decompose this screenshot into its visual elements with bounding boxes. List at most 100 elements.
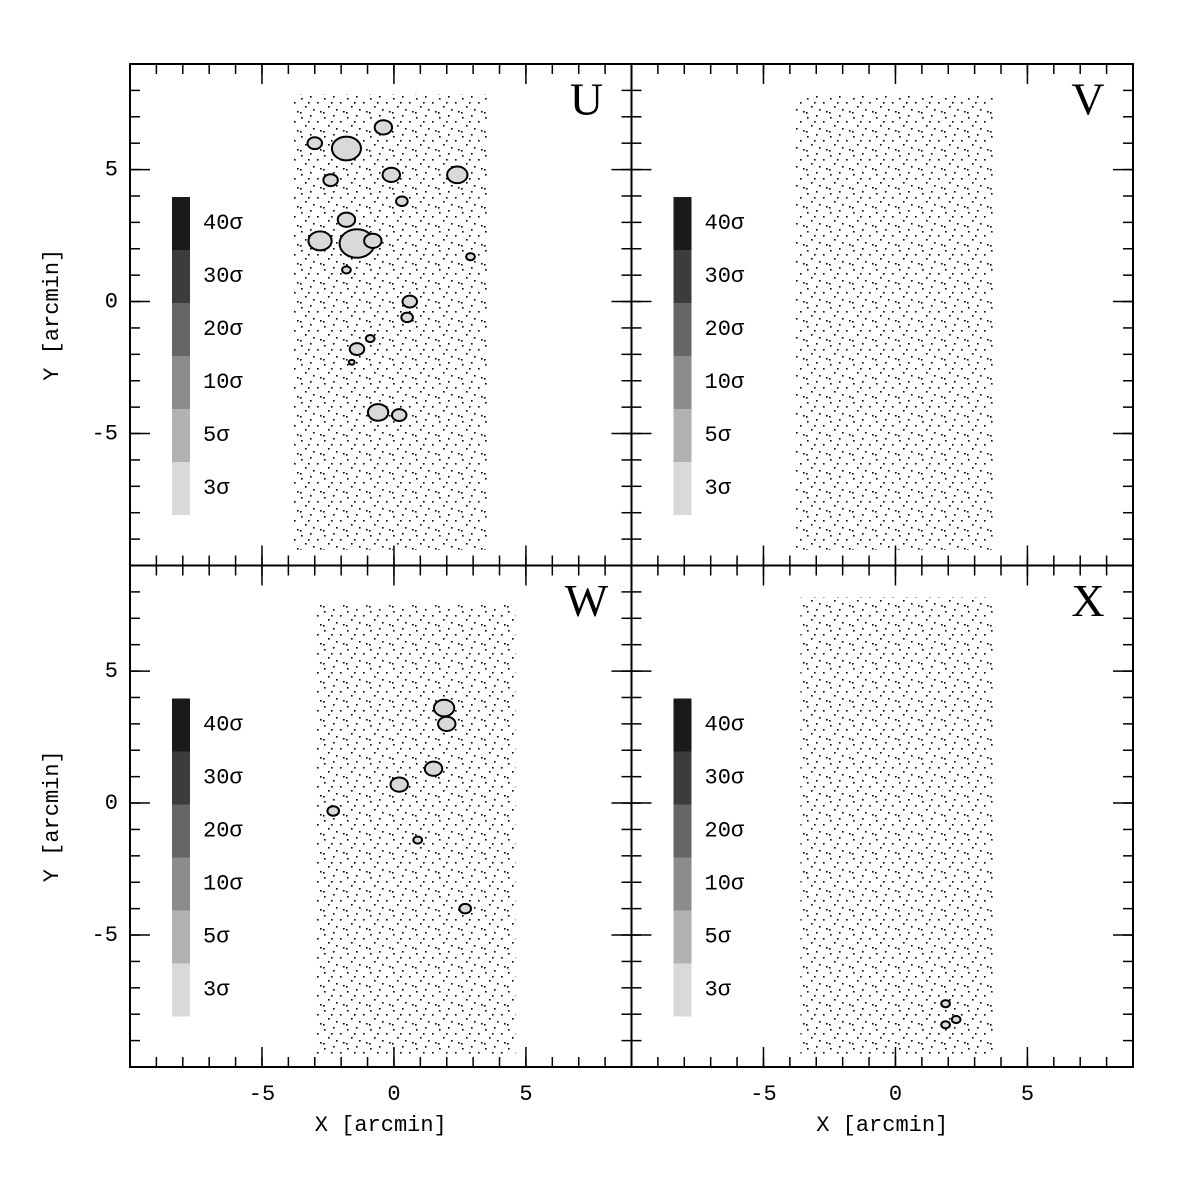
level-label: 30σ bbox=[705, 264, 745, 289]
contour bbox=[363, 232, 383, 249]
level-swatch bbox=[172, 356, 190, 409]
contour bbox=[465, 252, 476, 262]
level-label: 10σ bbox=[705, 871, 745, 896]
level-swatch bbox=[172, 857, 190, 911]
level-swatch bbox=[172, 197, 190, 250]
level-label: 10σ bbox=[203, 370, 243, 395]
contour bbox=[322, 173, 339, 188]
level-label: 40σ bbox=[203, 211, 243, 236]
contour bbox=[437, 715, 457, 732]
panel-letter: W bbox=[565, 575, 609, 626]
x-axis-label: X [arcmin] bbox=[315, 1113, 447, 1138]
point-field bbox=[314, 605, 516, 1054]
level-swatch bbox=[673, 303, 692, 356]
level-swatch bbox=[172, 910, 190, 964]
contour bbox=[341, 265, 352, 275]
y-axis-label: Y [arcmin] bbox=[40, 249, 65, 381]
level-swatch bbox=[673, 409, 692, 462]
level-swatch bbox=[673, 250, 692, 303]
level-swatch bbox=[172, 462, 190, 515]
panel-letter: X bbox=[1071, 575, 1104, 626]
contour bbox=[395, 195, 409, 208]
level-label: 3σ bbox=[705, 977, 732, 1002]
panel-letter: U bbox=[570, 74, 603, 125]
level-label: 40σ bbox=[705, 211, 745, 236]
level-label: 10σ bbox=[705, 370, 745, 395]
y-tick-label: 5 bbox=[105, 659, 118, 684]
x-tick-label: 0 bbox=[387, 1082, 400, 1107]
contour bbox=[390, 408, 408, 422]
level-label: 40σ bbox=[705, 712, 745, 737]
level-swatch bbox=[673, 197, 692, 250]
contour bbox=[432, 698, 456, 718]
level-swatch bbox=[673, 857, 692, 911]
level-label: 5σ bbox=[203, 423, 230, 448]
level-label: 40σ bbox=[203, 712, 243, 737]
y-tick-label: 0 bbox=[105, 791, 118, 816]
level-label: 3σ bbox=[203, 977, 230, 1002]
y-tick-label: -5 bbox=[92, 923, 118, 948]
contour bbox=[412, 835, 424, 845]
contour bbox=[348, 342, 366, 357]
level-label: 5σ bbox=[705, 924, 732, 949]
level-swatch bbox=[673, 963, 692, 1017]
contour bbox=[423, 760, 444, 777]
level-swatch bbox=[673, 356, 692, 409]
level-swatch bbox=[673, 751, 692, 805]
level-swatch bbox=[673, 804, 692, 858]
level-label: 20σ bbox=[705, 317, 745, 342]
contour bbox=[364, 333, 376, 344]
contour bbox=[336, 211, 357, 228]
level-swatch bbox=[673, 698, 692, 752]
level-swatch bbox=[172, 804, 190, 858]
contour bbox=[940, 999, 951, 1009]
y-tick-label: 0 bbox=[105, 289, 118, 314]
contour bbox=[306, 136, 324, 151]
level-label: 30σ bbox=[203, 264, 243, 289]
y-tick-label: 5 bbox=[105, 157, 118, 182]
level-swatch bbox=[172, 250, 190, 303]
level-label: 5σ bbox=[203, 924, 230, 949]
level-label: 30σ bbox=[705, 765, 745, 790]
panel-letter: V bbox=[1071, 74, 1104, 125]
level-label: 20σ bbox=[203, 317, 243, 342]
level-label: 10σ bbox=[203, 871, 243, 896]
level-swatch bbox=[172, 698, 190, 752]
contour bbox=[401, 294, 419, 309]
x-tick-label: 5 bbox=[519, 1082, 532, 1107]
x-tick-label: 0 bbox=[889, 1082, 902, 1107]
contour bbox=[389, 776, 409, 793]
contour bbox=[326, 805, 341, 817]
x-tick-label: -5 bbox=[249, 1082, 275, 1107]
level-swatch bbox=[172, 963, 190, 1017]
level-label: 3σ bbox=[203, 476, 230, 501]
contour bbox=[373, 119, 394, 136]
point-field bbox=[293, 94, 489, 550]
contour bbox=[347, 358, 356, 366]
contour bbox=[307, 230, 333, 252]
y-tick-label: -5 bbox=[92, 421, 118, 446]
plot-frame bbox=[630, 564, 1134, 1068]
contour bbox=[446, 165, 469, 185]
level-label: 20σ bbox=[705, 818, 745, 843]
contour bbox=[366, 403, 390, 422]
contour bbox=[381, 166, 402, 183]
level-label: 30σ bbox=[203, 765, 243, 790]
contour bbox=[940, 1020, 951, 1030]
level-swatch bbox=[673, 910, 692, 964]
x-tick-label: 5 bbox=[1021, 1082, 1034, 1107]
level-label: 3σ bbox=[705, 476, 732, 501]
contour bbox=[458, 902, 473, 915]
level-swatch bbox=[673, 462, 692, 515]
x-axis-label: X [arcmin] bbox=[816, 1113, 948, 1138]
level-swatch bbox=[172, 303, 190, 356]
point-field bbox=[795, 95, 994, 550]
y-axis-label: Y [arcmin] bbox=[40, 750, 65, 882]
level-label: 5σ bbox=[705, 423, 732, 448]
point-field bbox=[800, 597, 994, 1054]
contour bbox=[330, 135, 362, 162]
level-swatch bbox=[172, 409, 190, 462]
level-swatch bbox=[172, 751, 190, 805]
contour bbox=[950, 1014, 962, 1025]
